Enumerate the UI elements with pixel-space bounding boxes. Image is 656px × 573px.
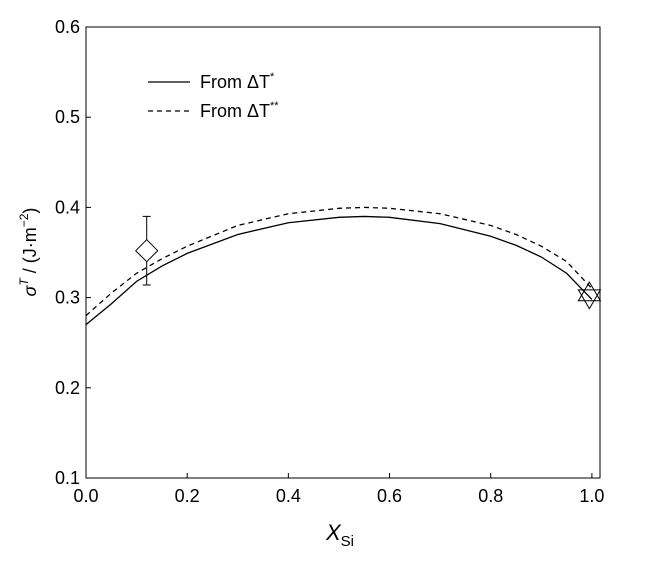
legend-name: From ΔT [200,72,270,92]
y-tick-label: 0.5 [55,107,80,127]
x-tick-label: 0.4 [276,486,301,506]
y-tick-label: 0.3 [55,288,80,308]
x-tick-label: 0.6 [377,486,402,506]
x-tick-label: 0.0 [73,486,98,506]
legend-label: From ΔT** [200,100,279,121]
marker [577,281,602,302]
marker [135,238,159,263]
y-axis-label: σT / (J·m−2) [17,208,40,297]
y-tick-label: 0.6 [55,17,80,37]
legend-name: From ΔT [200,101,270,121]
x-tick-label: 1.0 [579,486,604,506]
y-tick-label: 0.2 [55,378,80,398]
x-tick-label: 0.8 [478,486,503,506]
y-tick-label: 0.1 [55,468,80,488]
x-axis-label: XSi [325,520,354,550]
legend-sup: * [270,71,275,83]
series-line [85,206,593,317]
y-tick-label: 0.4 [55,197,80,217]
marker [577,289,602,310]
legend-sup: ** [270,100,279,112]
legend-label: From ΔT* [200,71,275,92]
x-tick-label: 0.2 [175,486,200,506]
series-line [85,215,593,326]
marker-bg [135,239,158,262]
plot-frame [85,26,601,479]
